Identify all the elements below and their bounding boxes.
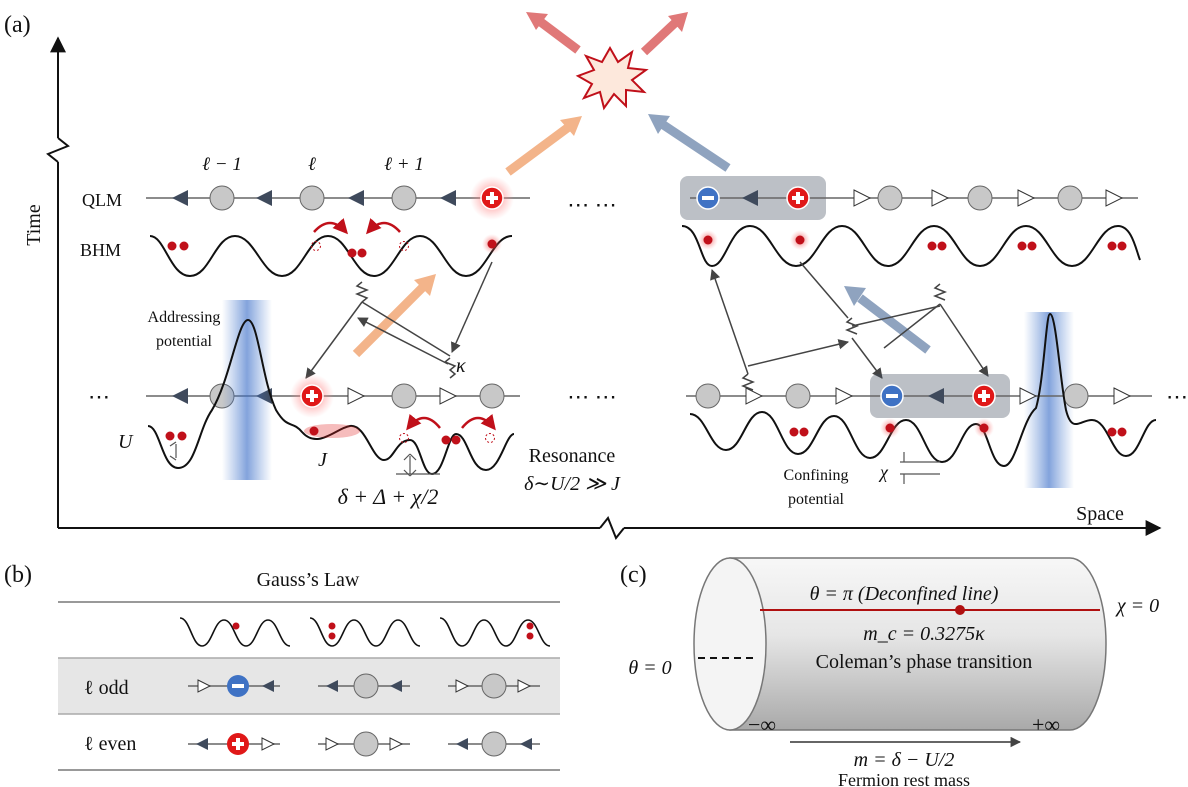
chi-marker [900, 452, 940, 484]
site-label-mid: ℓ [308, 154, 316, 175]
atoms-bottom-right [789, 418, 1127, 438]
panel-c-label: (c) [620, 562, 647, 588]
gauss-title: Gauss’s Law [257, 569, 360, 591]
plus-infinity: +∞ [1032, 712, 1060, 737]
qlm-label: QLM [82, 190, 122, 210]
panel-b-label: (b) [4, 562, 32, 588]
cylinder [693, 557, 1107, 731]
mid-arrowhead-blue [844, 286, 866, 306]
minus-infinity: −∞ [748, 712, 776, 737]
bhm-wave-top-right [681, 224, 1141, 268]
bhm-wave-bottom-left [147, 318, 515, 476]
chi-zero-label: χ = 0 [1115, 595, 1159, 617]
mapping-lines-right [710, 261, 989, 391]
addressing-label-2: potential [156, 333, 213, 350]
bhm-wave-bottom-right [689, 312, 1157, 468]
atoms-bottom-left [165, 424, 495, 445]
chi-label: χ [878, 462, 889, 482]
mass-label: Fermion rest mass [838, 770, 970, 787]
theta-zero-label: θ = 0 [628, 657, 671, 679]
confining-label-2: potential [788, 491, 845, 508]
row-odd-label: ℓ odd [84, 677, 129, 699]
outgoing-arrow-right [640, 18, 680, 56]
gauss-wells [179, 617, 551, 647]
u-label: U [118, 431, 134, 453]
incoming-arrow-orange [505, 122, 573, 176]
outgoing-arrow-left [535, 16, 581, 54]
tunnel-arrow-1 [313, 218, 348, 235]
site-label-left: ℓ − 1 [202, 154, 242, 175]
tunnel-arrow-4 [461, 413, 496, 431]
row-even-label: ℓ even [84, 733, 136, 755]
mc-label: m_c = 0.3275κ [863, 623, 985, 645]
addressing-label-1: Addressing [148, 309, 221, 326]
qlm-chain-bottom-right [686, 383, 1152, 409]
gauss-row-even [188, 731, 540, 757]
space-label: Space [1076, 503, 1124, 525]
resonance-condition: δ∼U/2 ≫ J [524, 473, 621, 495]
resonance-label: Resonance [529, 445, 616, 467]
qlm-chain-top-left [146, 176, 530, 220]
critical-point [955, 605, 965, 615]
bhm-wave-top-left [149, 234, 513, 278]
mid-arrowhead-orange [414, 274, 436, 296]
gauss-atoms [232, 622, 534, 640]
delta-marker [396, 453, 440, 477]
ellipsis-bottom-left: ⋯ [88, 384, 110, 409]
outgoing-arrowhead-left [526, 12, 548, 30]
ellipsis-bottom-mid: ⋯ ⋯ [567, 384, 617, 409]
time-label: Time [23, 204, 45, 246]
outgoing-arrowhead-right [668, 12, 688, 32]
explosion-icon [575, 45, 649, 111]
ellipsis-bottom-right: ⋯ [1166, 384, 1188, 409]
deconfined-label: θ = π (Deconfined line) [810, 583, 999, 605]
delta-label: δ + Δ + χ/2 [338, 484, 439, 509]
mapping-lines-left [305, 261, 493, 379]
incoming-arrow-blue [659, 120, 731, 172]
tunnel-arrow-2 [366, 218, 401, 235]
u-marker [169, 441, 177, 461]
tunnel-arrow-3 [406, 413, 441, 431]
qlm-chain-top-right [690, 185, 1138, 211]
atoms-top-left [167, 234, 502, 258]
incoming-arrowhead-orange [560, 116, 582, 136]
coleman-label: Coleman’s phase transition [816, 651, 1033, 673]
mass-equation: m = δ − U/2 [854, 749, 955, 771]
addressing-beam-left [222, 300, 272, 480]
incoming-arrowhead-blue [648, 114, 670, 134]
qlm-chain-bottom-left [146, 374, 520, 418]
space-axis [58, 516, 1162, 540]
gauss-row-odd [188, 673, 540, 699]
bhm-label: BHM [80, 240, 121, 260]
kappa-label: κ [456, 355, 466, 377]
panel-a-label: (a) [4, 12, 31, 38]
confining-label-1: Confining [784, 467, 849, 484]
ellipsis-top: ⋯ ⋯ [567, 192, 617, 217]
mid-arrow-blue [857, 294, 931, 354]
atoms-top-right [698, 230, 1127, 251]
j-label: J [318, 449, 328, 471]
site-label-right: ℓ + 1 [384, 154, 424, 175]
time-axis [46, 36, 70, 528]
